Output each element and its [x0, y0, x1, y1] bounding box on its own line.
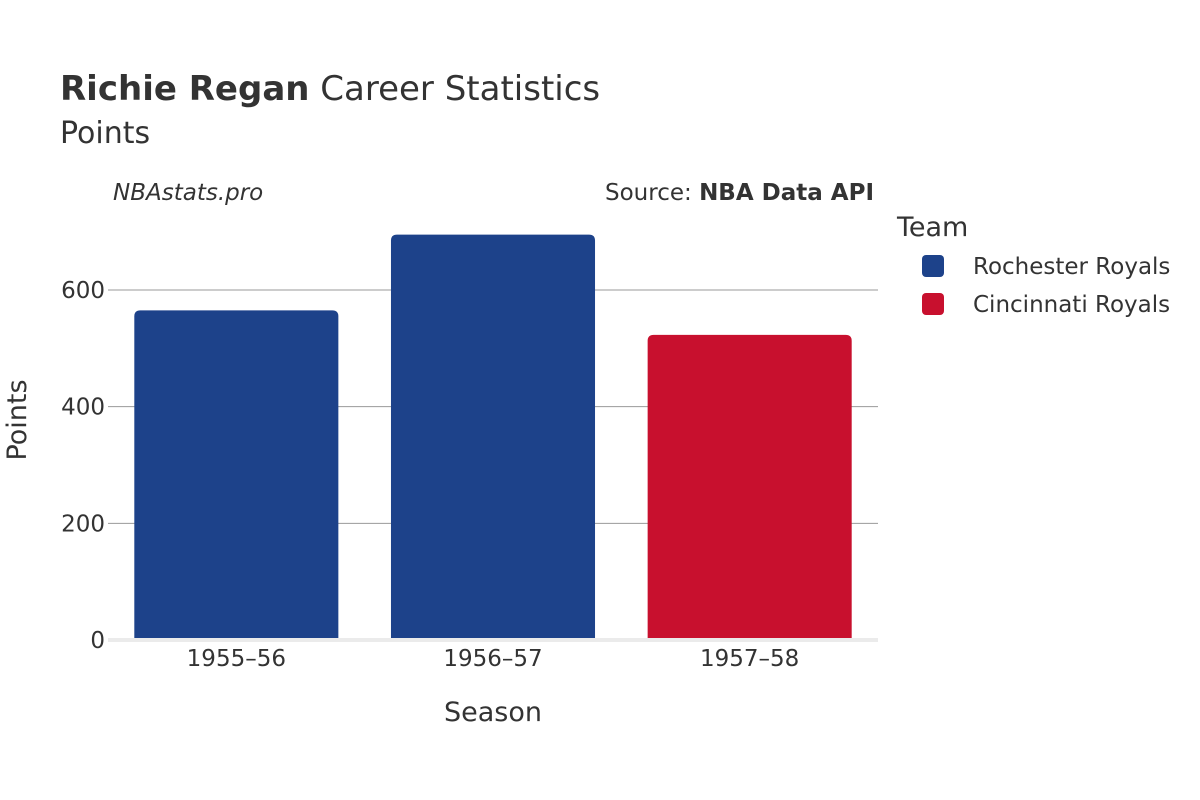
legend: Rochester Royals Cincinnati Royals [922, 254, 1170, 318]
chart-subtitle: Points [60, 116, 150, 151]
legend-label: Rochester Royals [973, 254, 1170, 280]
x-tick-label: 1955–56 [187, 646, 286, 672]
chart-title-player: Richie Regan [60, 69, 309, 109]
legend-swatch [922, 255, 944, 277]
source-name: NBA Data API [699, 180, 874, 206]
x-tick-labels: 1955–56 1956–57 1957–58 [187, 646, 800, 672]
y-tick-label: 400 [61, 395, 105, 421]
source-prefix: Source: [605, 180, 699, 206]
bar-1956–57 [390, 234, 596, 641]
watermark: NBAstats.pro [113, 180, 263, 206]
legend-title: Team [896, 212, 968, 243]
chart-title: Richie Regan Career Statistics [60, 69, 600, 109]
legend-label: Cincinnati Royals [973, 292, 1170, 318]
bars [134, 234, 852, 641]
y-tick-label: 0 [90, 628, 105, 654]
bar-1957–58 [647, 334, 852, 640]
y-tick-label: 600 [61, 278, 105, 304]
chart-title-rest: Career Statistics [309, 69, 600, 109]
x-tick-label: 1957–58 [700, 646, 799, 672]
bar-1955–56 [134, 310, 339, 640]
x-axis-title: Season [444, 697, 542, 728]
source-credit: Source: NBA Data API [605, 180, 874, 206]
y-tick-labels: 0 200 400 600 [61, 278, 105, 654]
y-axis-title: Points [2, 379, 33, 460]
x-tick-label: 1956–57 [443, 646, 542, 672]
legend-swatch [922, 293, 944, 315]
y-tick-label: 200 [61, 511, 105, 537]
